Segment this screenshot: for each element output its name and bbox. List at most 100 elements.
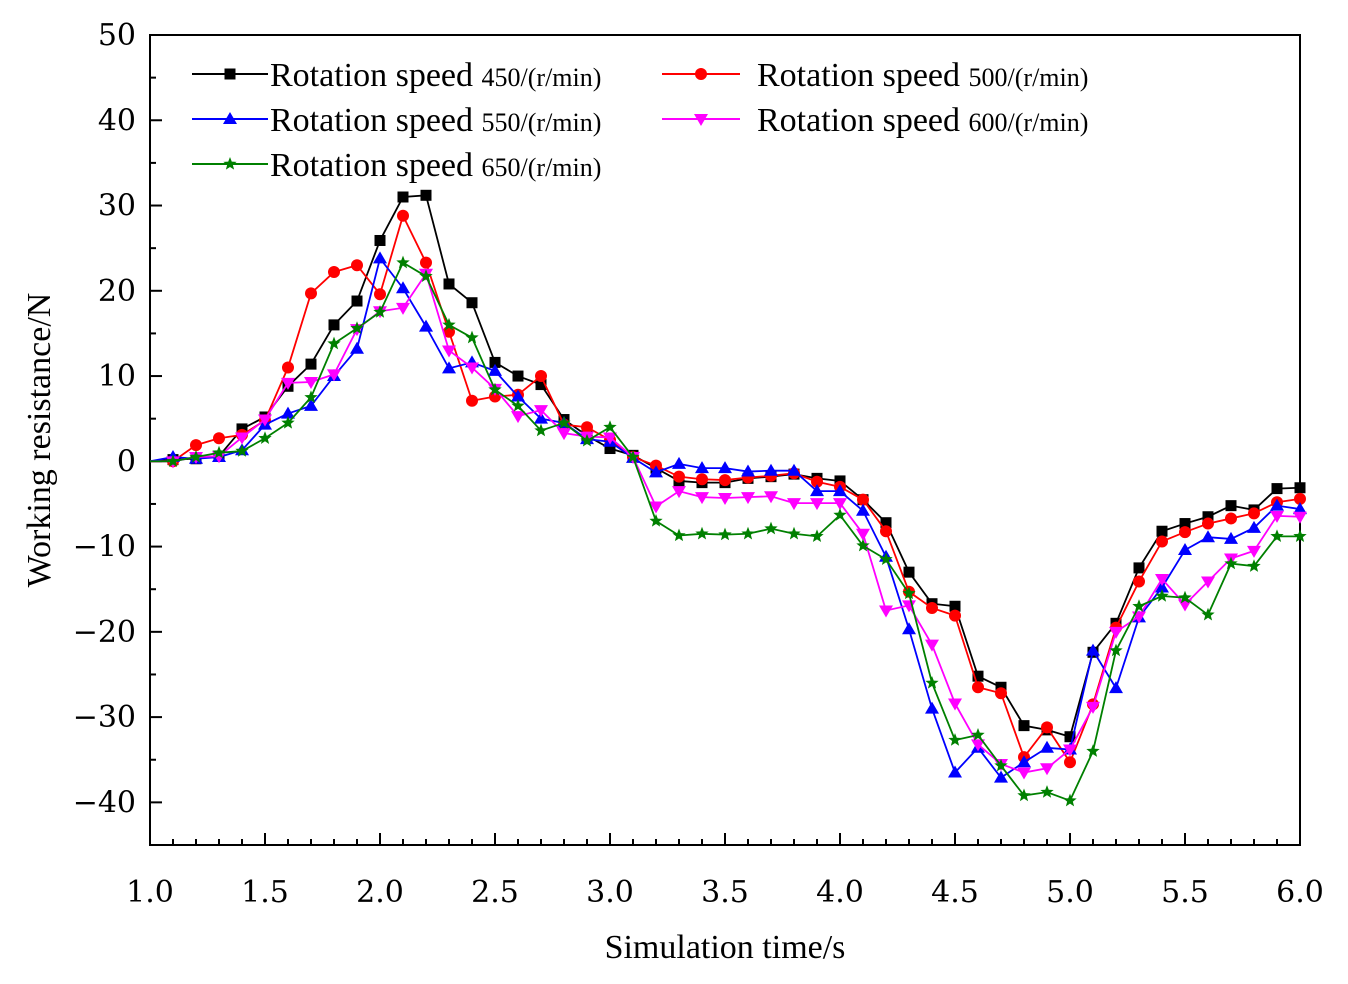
- data-point: [1040, 740, 1054, 753]
- data-point: [258, 414, 272, 427]
- data-point: [972, 681, 984, 694]
- data-point: [1294, 482, 1306, 494]
- data-point: [1179, 526, 1191, 539]
- data-point: [443, 278, 455, 290]
- data-point: [673, 470, 685, 483]
- data-point: [350, 321, 364, 334]
- axis-ticks: [149, 34, 1301, 846]
- x-tick-label: 3.0: [586, 875, 634, 910]
- data-point: [396, 281, 410, 294]
- legend: Rotation speed 450/(r/min) Rotation speed…: [192, 57, 1088, 184]
- data-point: [397, 209, 409, 222]
- data-point: [603, 432, 617, 445]
- data-point: [305, 358, 317, 370]
- data-point: [511, 398, 525, 412]
- data-point: [534, 405, 548, 418]
- data-point: [1248, 507, 1260, 520]
- legend-label: Rotation speed 550/(r/min): [270, 102, 601, 139]
- data-point: [1018, 720, 1030, 732]
- data-point: [1247, 545, 1261, 558]
- legend-item: Rotation speed 550/(r/min): [192, 102, 601, 139]
- data-point: [1109, 643, 1123, 657]
- data-point: [465, 362, 479, 375]
- legend-item: Rotation speed 500/(r/min): [662, 57, 1088, 94]
- data-point: [1225, 512, 1237, 525]
- data-point: [512, 370, 524, 382]
- data-point: [442, 361, 456, 374]
- data-point: [1247, 559, 1261, 572]
- y-tick-label: −10: [73, 530, 136, 565]
- data-point: [1224, 556, 1238, 570]
- data-point: [374, 234, 386, 246]
- data-point: [535, 379, 547, 391]
- x-tick-label: 6.0: [1276, 875, 1324, 910]
- data-point: [1270, 510, 1284, 523]
- y-tick-label: −30: [73, 700, 136, 735]
- data-point: [1201, 576, 1215, 589]
- data-point: [833, 498, 847, 511]
- data-point: [1201, 530, 1215, 543]
- data-point: [396, 302, 410, 315]
- data-point: [1086, 643, 1100, 656]
- data-point: [994, 770, 1008, 783]
- data-point: [235, 444, 249, 457]
- data-point: [764, 463, 778, 476]
- data-point: [948, 698, 962, 711]
- data-point: [1017, 755, 1031, 768]
- data-point: [626, 450, 640, 463]
- data-point: [327, 369, 341, 382]
- data-point: [488, 363, 502, 376]
- data-point: [1201, 607, 1215, 621]
- legend-marker: [223, 112, 237, 124]
- data-point: [649, 514, 663, 527]
- legend-label: Rotation speed 500/(r/min): [757, 57, 1088, 94]
- data-point: [1063, 744, 1077, 757]
- data-point: [397, 191, 409, 203]
- legend-item: Rotation speed 650/(r/min): [192, 147, 601, 184]
- x-tick-label: 5.5: [1161, 875, 1209, 910]
- series-line: [150, 213, 1301, 765]
- data-point: [649, 465, 663, 478]
- legend-label: Rotation speed 450/(r/min): [270, 57, 601, 94]
- data-point: [1293, 529, 1307, 543]
- data-point: [1155, 573, 1169, 586]
- data-point: [304, 398, 318, 411]
- data-point: [741, 492, 755, 505]
- series-2: [150, 209, 1306, 769]
- legend-label: Rotation speed 650/(r/min): [270, 147, 601, 184]
- data-point: [304, 390, 318, 404]
- data-point: [1294, 492, 1306, 505]
- data-point: [718, 527, 732, 541]
- data-point: [1017, 767, 1031, 780]
- data-point: [949, 600, 961, 612]
- data-point: [603, 420, 617, 433]
- data-point: [350, 341, 364, 354]
- data-point: [1179, 518, 1191, 530]
- data-point: [557, 415, 571, 429]
- data-point: [1202, 517, 1214, 530]
- data-point: [281, 406, 295, 419]
- data-point: [1270, 529, 1284, 543]
- y-tick-label: −40: [73, 785, 136, 820]
- data-point: [879, 552, 893, 566]
- data-point: [1293, 502, 1307, 515]
- data-point: [213, 432, 225, 445]
- y-tick-label: 30: [98, 189, 136, 224]
- data-point: [465, 330, 479, 344]
- data-point: [787, 463, 801, 476]
- x-tick-label: 1.0: [126, 875, 174, 910]
- data-point: [811, 475, 823, 488]
- data-point: [1017, 788, 1031, 802]
- x-tick-label: 4.5: [931, 875, 979, 910]
- x-tick-labels: 1.0 1.5 2.0 2.5 3.0 3.5 4.0 4.5 5.0 5.5 6.0: [126, 875, 1324, 910]
- data-point: [1155, 580, 1169, 593]
- legend-marker: [694, 114, 708, 126]
- data-point: [856, 528, 870, 541]
- data-point: [902, 622, 916, 635]
- data-point: [373, 251, 387, 264]
- x-tick-label: 1.5: [241, 875, 289, 910]
- data-point: [190, 439, 202, 452]
- data-point: [880, 517, 892, 529]
- data-point: [672, 528, 686, 542]
- data-point: [695, 492, 709, 505]
